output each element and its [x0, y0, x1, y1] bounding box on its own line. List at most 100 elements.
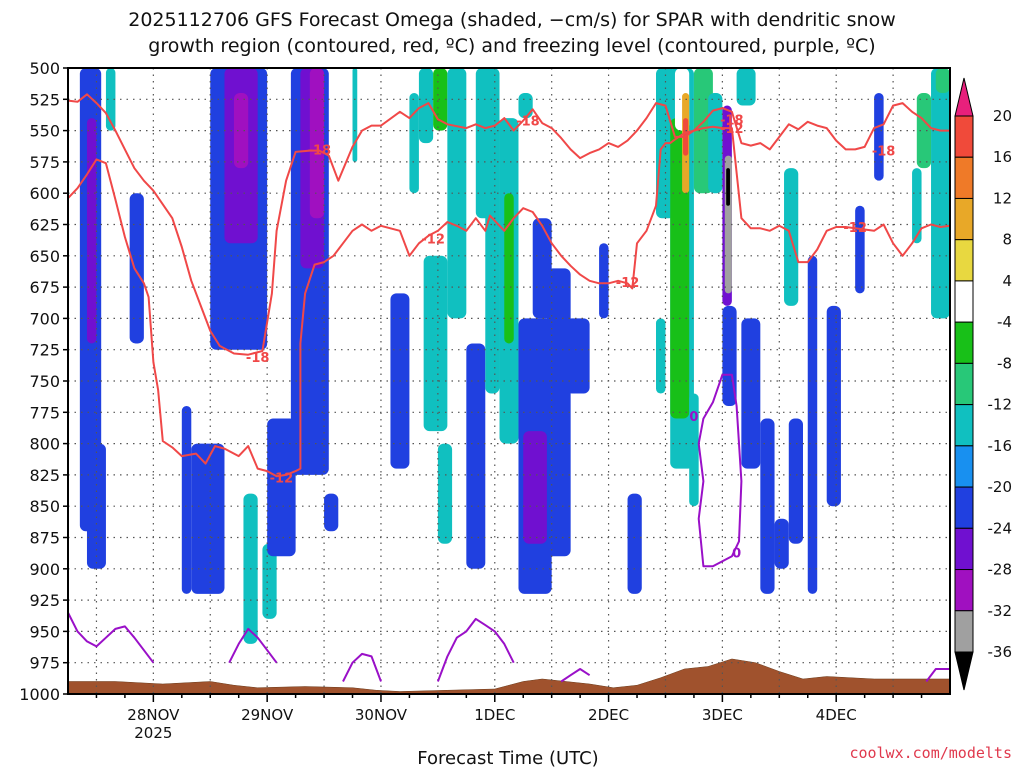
omega-shaded-cell: [708, 93, 723, 194]
contour-label: -18: [872, 145, 896, 160]
omega-shaded-cell: [191, 443, 225, 594]
omega-shaded-cell: [475, 68, 500, 219]
omega-shaded-cell: [518, 93, 533, 119]
omega-shaded-cell: [689, 393, 699, 507]
contour-label: 0: [732, 547, 741, 562]
omega-shaded-cell: [267, 418, 296, 557]
colorbar-box: [954, 610, 974, 653]
omega-shaded-cell: [656, 318, 666, 394]
y-tick-label: 1000: [19, 685, 60, 704]
omega-shaded-cell: [736, 68, 756, 106]
contour-label: -18: [720, 113, 744, 128]
x-tick-label: 30NOV: [355, 706, 408, 724]
omega-shaded-cell: [760, 418, 775, 594]
colorbar-label: -20: [988, 478, 1013, 496]
omega-shaded-cell: [504, 193, 514, 344]
omega-shaded-cell: [105, 68, 116, 131]
omega-shaded-cell: [437, 443, 453, 544]
x-tick-label: 29NOV: [241, 706, 294, 724]
freezing-level-contour: [228, 627, 278, 664]
x-tick-label: 2DEC: [588, 706, 629, 724]
omega-shaded-cell: [309, 68, 325, 219]
freezing-level-contour: [436, 617, 515, 682]
omega-shaded-cell: [485, 180, 500, 394]
omega-shading-layer: [79, 68, 950, 644]
colorbar-label: -16: [988, 437, 1013, 455]
freezing-level-contour: [697, 373, 743, 568]
y-tick-label: 800: [29, 435, 60, 454]
omega-shaded-cell: [627, 493, 642, 594]
colorbar-box: [954, 156, 974, 199]
y-tick-label: 725: [29, 341, 60, 360]
y-tick-label: 550: [29, 122, 60, 141]
colorbar-label: -32: [988, 602, 1013, 620]
x-axis-title: Forecast Time (UTC): [417, 748, 598, 768]
colorbar-label: -24: [988, 519, 1013, 537]
omega-shaded-cell: [423, 255, 448, 432]
omega-shaded-cell: [774, 518, 789, 569]
y-tick-label: 600: [29, 184, 60, 203]
omega-shaded-cell: [935, 68, 950, 94]
y-tick-label: 700: [29, 309, 60, 328]
y-tick-label: 650: [29, 247, 60, 266]
omega-shaded-cell: [546, 268, 571, 557]
x-tick-label: 4DEC: [816, 706, 857, 724]
omega-shaded-cell: [916, 93, 932, 169]
y-tick-label: 525: [29, 90, 60, 109]
omega-shaded-cell: [466, 343, 486, 569]
omega-shaded-cell: [565, 318, 590, 394]
dgz-contour-minus18: [68, 93, 950, 356]
colorbar-label: 4: [1002, 272, 1012, 290]
y-tick-label: 675: [29, 278, 60, 297]
colorbar-label: -28: [988, 561, 1013, 579]
omega-shaded-cell: [181, 406, 192, 594]
omega-shaded-cell: [855, 205, 865, 294]
freezing-level-contour: [925, 668, 950, 683]
omega-shaded-cell: [86, 118, 97, 344]
colorbar-box: [954, 239, 974, 282]
omega-shaded-cell: [447, 68, 467, 319]
contour-label: -12: [720, 122, 744, 137]
colorbar-label: -8: [997, 354, 1012, 372]
contour-layer: [68, 93, 950, 683]
colorbar-label: -12: [988, 396, 1013, 414]
y-tick-label: 625: [29, 216, 60, 235]
colorbar-label: 16: [993, 148, 1012, 166]
terrain-surface: [68, 658, 950, 694]
contour-label: -18: [246, 351, 270, 366]
x-tick-label: 28NOV: [127, 706, 180, 724]
omega-shaded-cell: [129, 193, 144, 344]
x-tick-year-label: 2025: [134, 724, 172, 742]
colorbar-label: 20: [993, 107, 1012, 125]
y-tick-label: 825: [29, 466, 60, 485]
contour-label: -18: [308, 143, 332, 158]
omega-shaded-cell: [532, 218, 552, 319]
y-tick-label: 900: [29, 560, 60, 579]
freezing-level-contour: [560, 668, 591, 683]
y-tick-label: 950: [29, 622, 60, 641]
omega-shaded-cell: [826, 305, 841, 507]
colorbar-label: -36: [988, 643, 1013, 661]
contour-label: 0: [689, 410, 698, 425]
omega-shaded-cell: [874, 93, 884, 181]
y-tick-label: 575: [29, 153, 60, 172]
omega-shaded-cell: [788, 418, 803, 544]
colorbar-box: [954, 115, 974, 158]
colorbar-box: [954, 362, 974, 406]
omega-shaded-cell: [409, 93, 419, 194]
contour-label: -12: [616, 276, 640, 291]
credit-link[interactable]: coolwx.com/modelts: [849, 744, 1012, 762]
y-axis: 500 525 550 575 600 625 650 675 700 725 750 775 800 8…: [19, 59, 68, 704]
omega-shaded-cell: [233, 93, 249, 169]
y-tick-label: 975: [29, 654, 60, 673]
colorbar-label: 8: [1002, 231, 1012, 249]
colorbar: 20 16 12 8 4 -4 -8 -12 -16 -20 -24 -28 -32 -36: [954, 77, 1013, 691]
colorbar-box: [954, 197, 974, 241]
x-tick-label: 3DEC: [702, 706, 743, 724]
gridlines: [68, 68, 950, 694]
y-tick-label: 775: [29, 403, 60, 422]
y-tick-label: 925: [29, 591, 60, 610]
y-tick-label: 500: [29, 59, 60, 78]
